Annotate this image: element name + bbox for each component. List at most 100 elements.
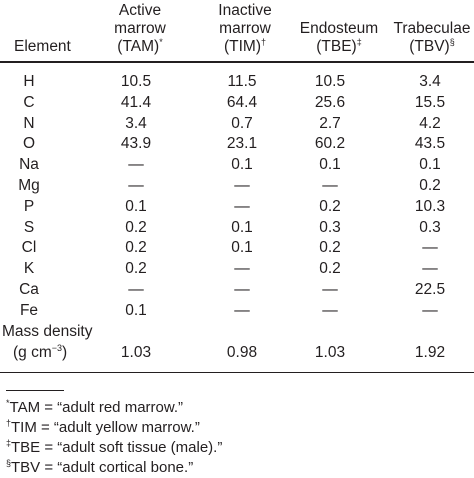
header-tbe-mark: ‡ xyxy=(356,37,362,47)
mass-density-unit-suffix: ) xyxy=(62,344,68,361)
table-row: Na — 0.1 0.1 0.1 xyxy=(0,154,474,175)
footnote-tbv-mark: § xyxy=(6,458,12,468)
tam-cell: 43.9 xyxy=(120,135,152,153)
header-tim-line3: (TIM) xyxy=(223,38,261,55)
tbv-cell: 22.5 xyxy=(414,281,446,298)
tbe-cell: 25.6 xyxy=(314,93,346,111)
tbe-cell: 0.3 xyxy=(319,218,341,236)
table-row: N 3.4 0.7 2.7 4.2 xyxy=(0,113,474,134)
tam-cell: — xyxy=(128,281,144,298)
tbe-cell: 2.7 xyxy=(319,114,341,132)
tim-cell: — xyxy=(234,260,250,278)
tam-cell: 10.5 xyxy=(120,73,152,90)
mass-density-unit-prefix: (g cm xyxy=(13,344,52,361)
tam-cell: 3.4 xyxy=(125,114,147,132)
table-row: S 0.2 0.1 0.3 0.3 xyxy=(0,217,474,238)
element-cell: O xyxy=(22,135,36,153)
header-tbv: Trabeculae (TBV)§ xyxy=(388,20,474,56)
element-cell: Ca xyxy=(19,281,39,298)
tbv-cell: 0.3 xyxy=(419,218,441,236)
tam-cell: 0.2 xyxy=(125,239,147,257)
tim-cell: — xyxy=(234,281,250,298)
header-tbv-line1: Trabeculae xyxy=(393,20,471,37)
element-cell: Na xyxy=(19,156,39,174)
header-tbe-line2: (TBE) xyxy=(316,38,357,55)
footnote-tam-text: TAM = “adult red marrow.” xyxy=(9,399,184,416)
header-tim: Inactive marrow (TIM)† xyxy=(202,2,288,56)
tam-cell: 0.1 xyxy=(125,301,147,319)
header-tam-mark: * xyxy=(159,37,163,47)
tbv-cell: 4.2 xyxy=(419,114,441,132)
footnote-tbe-text: TBE = “adult soft tissue (male).” xyxy=(11,439,223,456)
tim-cell: 11.5 xyxy=(227,73,257,90)
footnote-tim: †TIM = “adult yellow marrow.” xyxy=(6,418,200,438)
tbv-cell: 15.5 xyxy=(414,93,446,111)
header-tim-line2: marrow xyxy=(219,20,271,37)
tim-cell: 64.4 xyxy=(226,93,258,111)
table-row: Cl 0.2 0.1 0.2 — xyxy=(0,237,474,258)
tam-cell: 41.4 xyxy=(120,93,152,111)
element-cell: Cl xyxy=(21,239,37,257)
tim-cell: — xyxy=(234,197,250,215)
header-tam-line1: Active xyxy=(118,2,162,19)
tam-cell: — xyxy=(128,177,144,194)
tim-cell: 23.1 xyxy=(226,135,258,153)
tim-cell: 0.1 xyxy=(231,218,253,236)
tbv-cell: 3.4 xyxy=(419,73,441,90)
element-cell: C xyxy=(23,93,35,111)
footnote-tbv: §TBV = “adult cortical bone.” xyxy=(6,458,193,478)
tbe-cell: 0.2 xyxy=(319,260,341,278)
element-cell: N xyxy=(23,114,35,132)
tbe-cell: 60.2 xyxy=(314,135,346,153)
mass-density-unit-exp: −3 xyxy=(51,343,63,353)
tbv-cell: — xyxy=(422,301,438,319)
tim-cell: — xyxy=(234,177,250,194)
mass-density-tam: 1.03 xyxy=(120,344,152,361)
header-tam-line2: marrow xyxy=(114,20,166,37)
tbv-cell: — xyxy=(422,239,438,257)
header-tbe: Endosteum (TBE)‡ xyxy=(294,20,384,56)
footnote-tbe-mark: ‡ xyxy=(6,438,12,448)
tbv-cell: 43.5 xyxy=(414,135,446,153)
footnote-tam: *TAM = “adult red marrow.” xyxy=(6,398,183,418)
header-element-label: Element xyxy=(14,38,71,55)
tim-cell: 0.7 xyxy=(231,114,253,132)
footnote-tbe: ‡TBE = “adult soft tissue (male).” xyxy=(6,438,222,458)
tam-cell: — xyxy=(128,156,144,174)
tim-cell: — xyxy=(234,301,250,319)
element-cell: P xyxy=(23,197,35,215)
header-tam: Active marrow (TAM)* xyxy=(101,2,179,56)
header-tbe-line1: Endosteum xyxy=(299,20,379,37)
footnote-tim-mark: † xyxy=(6,418,12,428)
table-row: K 0.2 — 0.2 — xyxy=(0,258,474,279)
tbe-cell: — xyxy=(322,301,338,319)
header-tim-line1: Inactive xyxy=(218,2,272,19)
footnote-rule xyxy=(6,390,64,391)
header-tam-line3: (TAM) xyxy=(117,38,160,55)
header-rule xyxy=(0,61,474,63)
footnote-tim-text: TIM = “adult yellow marrow.” xyxy=(11,419,200,436)
footnote-tam-mark: * xyxy=(6,398,10,408)
mass-density-label: Mass density xyxy=(2,323,93,340)
tbv-cell: 0.2 xyxy=(419,177,441,194)
mass-density-tim: 0.98 xyxy=(226,344,258,361)
element-cell: Mg xyxy=(18,177,40,194)
table-row: H 10.5 11.5 10.5 3.4 xyxy=(0,71,474,92)
tim-cell: 0.1 xyxy=(231,156,253,174)
tbv-cell: — xyxy=(422,260,438,278)
mass-density-values: 1.03 0.98 1.03 1.92 xyxy=(0,342,474,363)
table-bottom-rule xyxy=(0,372,474,373)
element-cell: H xyxy=(23,73,35,90)
element-cell: Fe xyxy=(19,301,39,319)
tbv-cell: 0.1 xyxy=(419,156,441,174)
tbe-cell: 0.2 xyxy=(319,239,341,257)
table-row: P 0.1 — 0.2 10.3 xyxy=(0,196,474,217)
element-cell: K xyxy=(23,260,35,278)
element-cell: S xyxy=(23,218,35,236)
tbe-cell: — xyxy=(322,281,338,298)
header-tbv-mark: § xyxy=(449,37,455,47)
tbv-cell: 10.3 xyxy=(414,197,446,215)
table-row: Ca — — — 22.5 xyxy=(0,279,474,300)
tam-cell: 0.1 xyxy=(125,197,147,215)
tbe-cell: 10.5 xyxy=(314,73,346,90)
